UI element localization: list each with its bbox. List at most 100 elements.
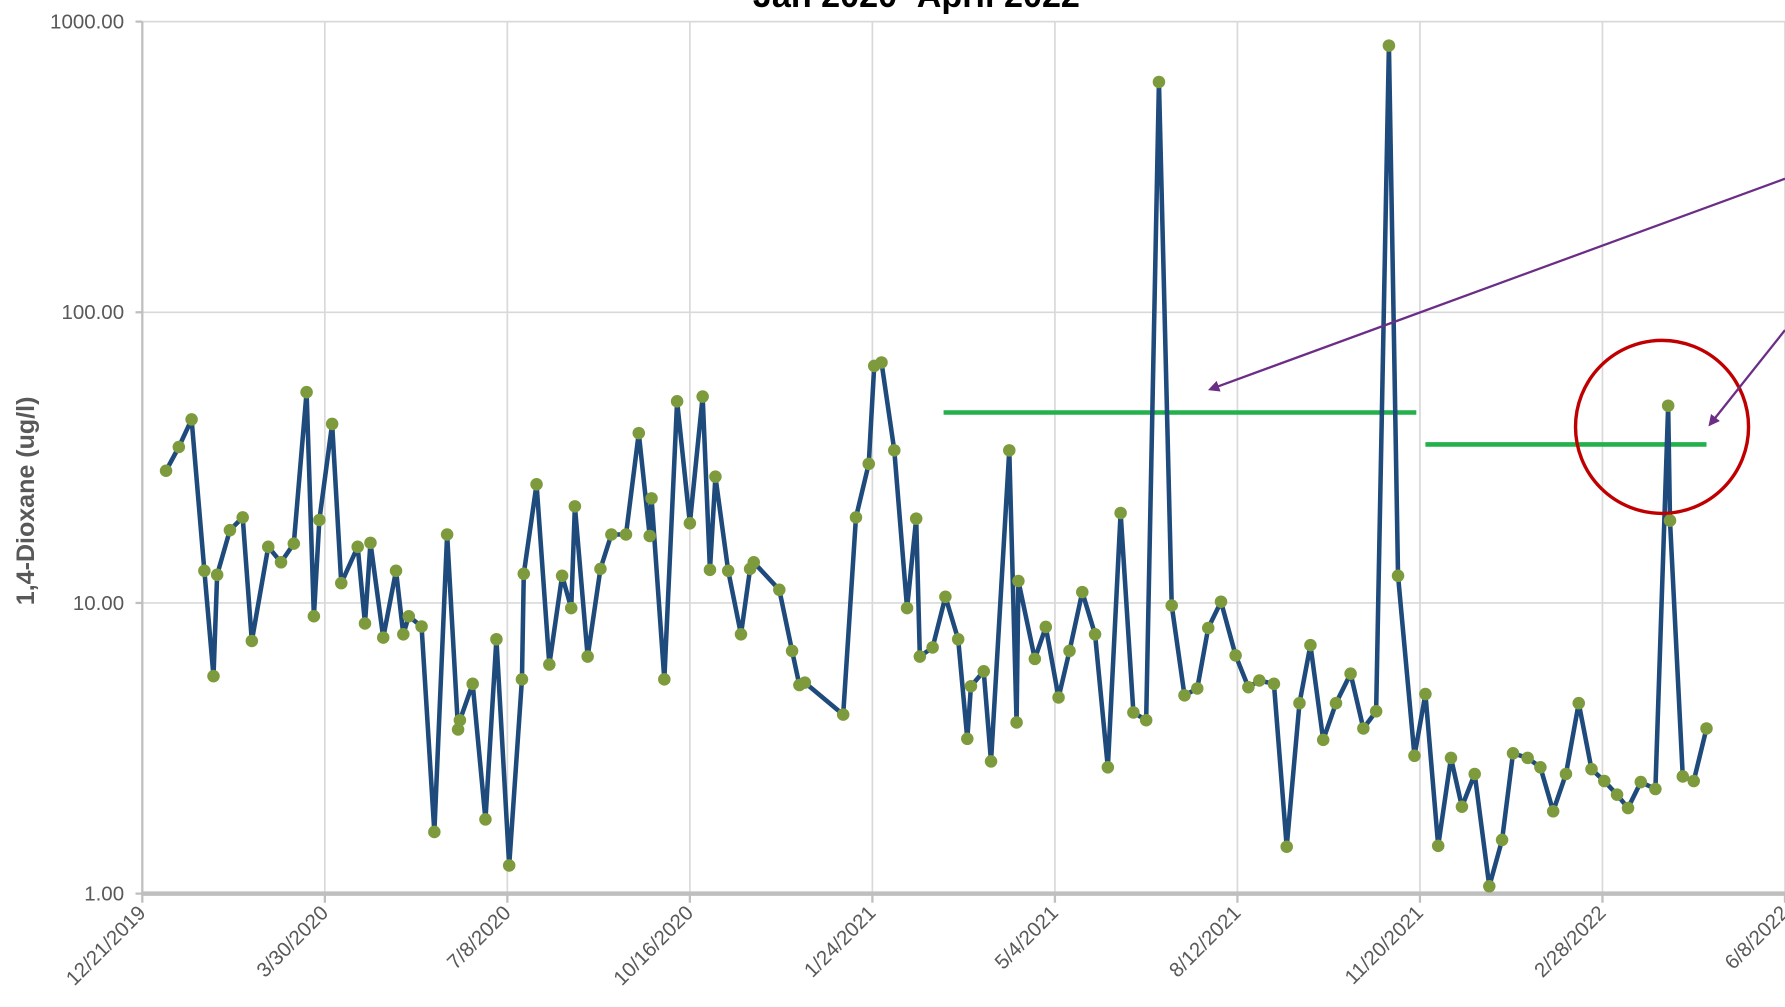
x-tick-label: 5/4/2021	[990, 901, 1063, 974]
x-tick-label: 3/30/2020	[252, 901, 333, 982]
data-point	[1610, 788, 1624, 801]
data-point	[1687, 774, 1700, 788]
data-point	[376, 631, 390, 644]
data-point	[1455, 800, 1469, 814]
data-point	[1468, 767, 1481, 781]
data-point	[313, 513, 326, 527]
data-point	[185, 413, 198, 426]
y-tick-label: 100.00	[61, 301, 124, 324]
plot	[159, 39, 1713, 893]
data-point	[703, 563, 717, 577]
data-point	[785, 644, 799, 658]
data-point	[300, 385, 313, 399]
data-point	[1419, 687, 1432, 701]
data-point	[543, 658, 556, 671]
data-point	[1063, 644, 1076, 658]
data-point	[670, 395, 684, 408]
data-point	[1052, 691, 1065, 704]
data-point	[1546, 805, 1560, 818]
data-point	[961, 732, 974, 746]
data-point	[721, 564, 735, 578]
data-point	[1316, 733, 1330, 747]
data-point	[397, 628, 410, 641]
chart-title: Jan 2020- April 2022	[753, 0, 1080, 15]
data-point	[1408, 749, 1421, 763]
data-point	[926, 641, 939, 654]
data-point	[1267, 677, 1281, 691]
data-point	[159, 464, 173, 478]
data-point	[1253, 674, 1266, 687]
data-point	[1506, 747, 1520, 760]
data-point	[1483, 880, 1496, 893]
data-point	[836, 708, 850, 721]
data-point	[1369, 705, 1383, 718]
data-point	[466, 677, 479, 691]
data-point	[502, 859, 516, 872]
data-point	[875, 356, 888, 369]
data-point	[1012, 574, 1025, 588]
data-point	[1661, 399, 1675, 412]
arrow	[1207, 177, 1785, 392]
data-point	[198, 564, 211, 578]
data-point	[909, 512, 923, 525]
data-point	[1634, 775, 1648, 789]
data-point	[1585, 762, 1598, 776]
data-point	[1178, 689, 1191, 702]
data-point	[683, 517, 697, 530]
data-point	[619, 528, 633, 541]
data-point	[1191, 682, 1204, 695]
data-point	[1391, 569, 1405, 583]
data-point	[274, 556, 288, 569]
data-point	[1304, 638, 1317, 652]
data-point	[555, 569, 569, 583]
data-point	[1088, 628, 1102, 641]
data-point	[1700, 722, 1713, 735]
x-tick-label: 7/8/2020	[443, 901, 516, 974]
data-point	[428, 825, 441, 839]
data-point	[451, 723, 465, 736]
data-point	[1028, 652, 1042, 666]
data-point	[658, 673, 671, 686]
data-point	[1649, 782, 1662, 796]
data-point	[402, 609, 416, 623]
data-point	[594, 562, 607, 576]
data-point	[849, 511, 863, 524]
data-point	[530, 478, 543, 491]
data-point	[453, 713, 467, 727]
data-point	[358, 617, 372, 630]
data-point	[964, 679, 978, 693]
data-point	[1431, 839, 1445, 853]
x-tick-label: 8/12/2021	[1165, 901, 1246, 982]
data-point	[236, 511, 249, 524]
data-point	[939, 590, 952, 604]
data-point	[1139, 713, 1153, 727]
data-point	[1039, 620, 1053, 634]
data-point	[1076, 585, 1089, 599]
data-point	[1559, 767, 1573, 781]
data-point	[415, 620, 428, 633]
data-point	[364, 536, 377, 550]
data-point	[1242, 680, 1255, 694]
data-point	[210, 568, 224, 582]
data-point	[479, 813, 492, 826]
data-point	[1214, 595, 1228, 608]
data-point	[1534, 761, 1547, 774]
data-point	[287, 537, 301, 550]
y-tick-label: 1.00	[84, 882, 124, 905]
data-point	[888, 444, 901, 457]
data-point	[245, 634, 259, 648]
data-point	[645, 492, 658, 505]
data-point	[307, 609, 321, 623]
y-tick-label: 1000.00	[50, 10, 124, 33]
data-point	[984, 755, 998, 768]
data-line	[164, 43, 1709, 889]
data-point	[1621, 801, 1635, 815]
data-point	[334, 576, 348, 590]
data-point	[696, 390, 709, 403]
x-tick-label: 12/21/2019	[62, 901, 151, 990]
arrow	[1708, 329, 1785, 427]
data-point	[261, 540, 275, 554]
data-point	[564, 601, 578, 615]
data-point	[747, 556, 761, 569]
data-point	[709, 470, 722, 483]
